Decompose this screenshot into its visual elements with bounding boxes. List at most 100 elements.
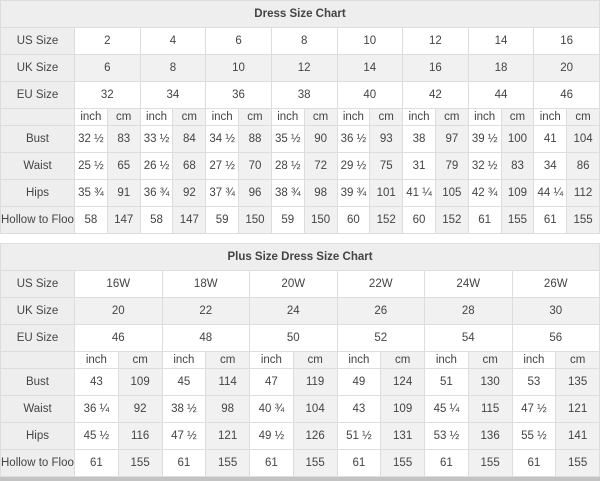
measurement-value-cell: 79 <box>434 152 469 180</box>
measurement-value-cell: 147 <box>106 206 141 234</box>
measurement-value-cell: 59 <box>270 206 305 234</box>
unit-header-cell: cm <box>292 351 338 369</box>
measurement-value-cell: 51 ½ <box>336 422 382 450</box>
size-value-cell: 22 <box>161 297 250 325</box>
measurement-value-cell: 152 <box>369 206 404 234</box>
unit-header-row: inch cm inch cm inch cm inch cm inch cm inch cm <box>0 351 600 369</box>
row-label: UK Size <box>0 54 75 82</box>
measurement-value-cell: 105 <box>434 179 469 207</box>
unit-header-cell: inch <box>139 108 174 126</box>
unit-header-cell: inch <box>402 108 436 126</box>
size-row: US Size 16W 18W 20W 22W 24W 26W <box>0 270 600 298</box>
measurement-value-cell: 51 <box>424 368 469 396</box>
unit-header-cell: inch <box>424 351 469 369</box>
table-gap <box>0 234 600 243</box>
size-value-cell: 12 <box>402 27 469 55</box>
measurement-value-cell: 49 <box>336 368 382 396</box>
unit-header-cell: cm <box>303 108 338 126</box>
title-row: Dress Size Chart <box>0 0 600 28</box>
measurement-value-cell: 41 <box>533 125 568 153</box>
size-value-cell: 20 <box>533 54 600 82</box>
row-label: Hips <box>0 422 75 450</box>
measurement-value-cell: 42 ¾ <box>467 179 502 207</box>
dress-size-chart-table: Dress Size Chart US Size 2 4 6 8 10 12 14 16 UK Si… <box>0 0 600 234</box>
row-label: UK Size <box>0 297 75 325</box>
measurement-value-cell: 119 <box>292 368 338 396</box>
measurement-value-cell: 104 <box>566 125 600 153</box>
size-value-cell: 38 <box>270 81 338 109</box>
row-label: US Size <box>0 270 75 298</box>
size-value-cell: 52 <box>336 324 425 352</box>
measurement-value-cell: 44 ¼ <box>533 179 568 207</box>
measurement-value-cell: 88 <box>238 125 272 153</box>
unit-header-cell: cm <box>555 351 600 369</box>
measurement-value-cell: 86 <box>566 152 600 180</box>
measurement-value-cell: 61 <box>467 206 502 234</box>
measurement-value-cell: 36 ¾ <box>139 179 174 207</box>
unit-header-cell: inch <box>270 108 305 126</box>
unit-header-cell: cm <box>566 108 600 126</box>
size-value-cell: 14 <box>467 27 535 55</box>
size-value-cell: 16 <box>533 27 600 55</box>
size-row: UK Size 20 22 24 26 28 30 <box>0 297 600 325</box>
measurement-value-cell: 38 ½ <box>161 395 207 423</box>
measurement-value-cell: 36 ½ <box>336 125 371 153</box>
measurement-value-cell: 32 ½ <box>74 125 108 153</box>
size-row: EU Size 32 34 36 38 40 42 44 46 <box>0 81 600 109</box>
unit-header-cell: cm <box>117 351 163 369</box>
measurement-value-cell: 58 <box>139 206 174 234</box>
unit-header-cell: cm <box>205 351 250 369</box>
measurement-value-cell: 60 <box>402 206 436 234</box>
measurement-value-cell: 34 <box>533 152 568 180</box>
size-value-cell: 40 <box>336 81 404 109</box>
measurement-value-cell: 115 <box>467 395 513 423</box>
measurement-value-cell: 55 ½ <box>511 422 557 450</box>
row-label: Waist <box>0 152 75 180</box>
row-label: Bust <box>0 125 75 153</box>
size-value-cell: 10 <box>205 54 272 82</box>
measurement-value-cell: 53 <box>511 368 557 396</box>
size-value-cell: 6 <box>74 54 141 82</box>
size-value-cell: 12 <box>270 54 338 82</box>
measurement-value-cell: 152 <box>434 206 469 234</box>
row-label: Hollow to Floor <box>0 206 75 234</box>
unit-header-cell: inch <box>336 108 371 126</box>
unit-header-row: inch cm inch cm inch cm inch cm inch cm inch cm inch… <box>0 108 600 126</box>
measurement-value-cell: 32 ½ <box>467 152 502 180</box>
measurement-value-cell: 39 ½ <box>467 125 502 153</box>
size-value-cell: 30 <box>511 297 600 325</box>
size-value-cell: 28 <box>424 297 513 325</box>
measurement-value-cell: 59 <box>205 206 240 234</box>
size-value-cell: 20W <box>249 270 338 298</box>
unit-header-cell: cm <box>380 351 425 369</box>
measurement-row: Bust 43 109 45 114 47 119 49 124 51 130 53 135 <box>0 368 600 396</box>
bottom-clipped-strip <box>0 477 600 481</box>
table-title: Dress Size Chart <box>0 0 600 28</box>
row-label: Waist <box>0 395 75 423</box>
measurement-value-cell: 43 <box>336 395 382 423</box>
measurement-value-cell: 75 <box>369 152 404 180</box>
measurement-value-cell: 155 <box>467 449 513 477</box>
size-value-cell: 18W <box>161 270 250 298</box>
unit-header-cell: cm <box>500 108 535 126</box>
size-value-cell: 24 <box>249 297 338 325</box>
table-title: Plus Size Dress Size Chart <box>0 243 600 271</box>
measurement-value-cell: 31 <box>402 152 436 180</box>
size-value-cell: 16W <box>74 270 163 298</box>
measurement-value-cell: 109 <box>500 179 535 207</box>
unit-header-cell: cm <box>434 108 469 126</box>
row-label: EU Size <box>0 324 75 352</box>
measurement-value-cell: 135 <box>555 368 600 396</box>
measurement-value-cell: 34 ½ <box>205 125 240 153</box>
measurement-value-cell: 136 <box>467 422 513 450</box>
measurement-row: Hollow to Floor 58 147 58 147 59 150 59 150 60 152… <box>0 206 600 234</box>
measurement-value-cell: 90 <box>303 125 338 153</box>
size-value-cell: 34 <box>139 81 207 109</box>
measurement-value-cell: 147 <box>172 206 207 234</box>
size-value-cell: 54 <box>424 324 513 352</box>
unit-header-cell: inch <box>533 108 568 126</box>
unit-header-cell: cm <box>238 108 272 126</box>
size-value-cell: 46 <box>74 324 163 352</box>
measurement-value-cell: 155 <box>566 206 600 234</box>
measurement-value-cell: 150 <box>303 206 338 234</box>
